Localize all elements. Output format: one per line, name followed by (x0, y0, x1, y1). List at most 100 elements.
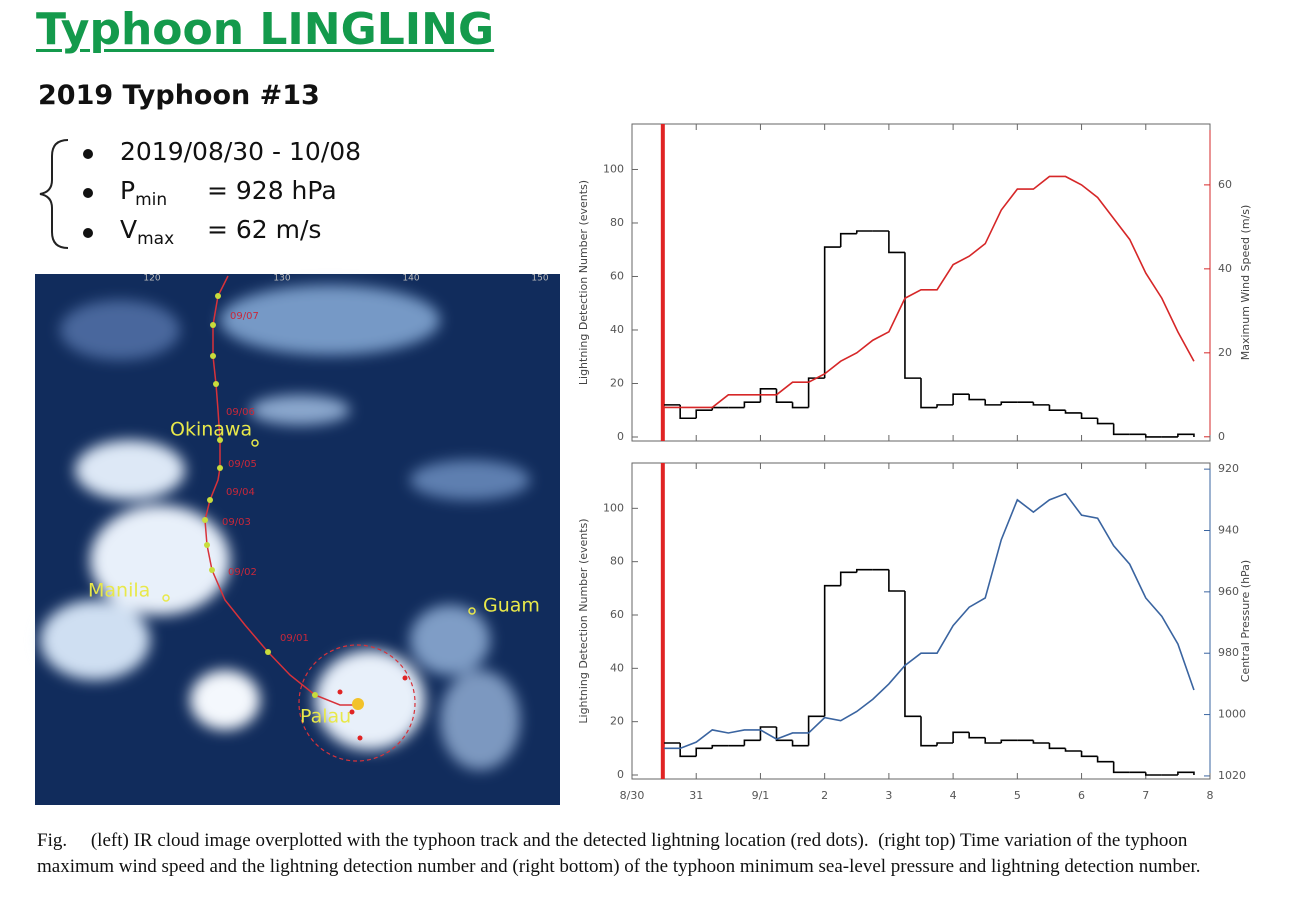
y-tick-label: 80 (610, 555, 624, 568)
subscript: max (137, 229, 175, 249)
bullet-text: 2019/08/30 - 10/08 (120, 137, 362, 166)
histogram-step (775, 388, 793, 404)
y-tick-label: 40 (610, 661, 624, 674)
place-label: Guam (483, 595, 540, 617)
place-label: Palau (300, 706, 351, 728)
title: Typhoon LINGLING (36, 4, 495, 55)
histogram-step (1032, 402, 1050, 406)
histogram-step (711, 406, 729, 411)
y2-tick-label: 940 (1218, 523, 1239, 536)
histogram-step (839, 232, 857, 248)
y2-axis-label: Central Pressure (hPa) (1239, 560, 1252, 682)
histogram-step (1144, 772, 1162, 776)
histogram-step (823, 584, 841, 717)
date-label: 09/06 (226, 407, 255, 418)
bullet-dot (83, 149, 93, 159)
bullet-dot (83, 228, 93, 238)
histogram-step (888, 231, 905, 254)
histogram-step (920, 378, 938, 409)
subtitle: 2019 Typhoon #13 (38, 80, 320, 111)
y-tick-label: 60 (610, 269, 624, 282)
histogram-step (920, 716, 938, 747)
histogram-step (1000, 401, 1018, 405)
x-tick-label: 7 (1142, 789, 1149, 802)
histogram-step (1112, 423, 1130, 436)
histogram-step (711, 744, 729, 749)
y2-tick-label: 960 (1218, 585, 1239, 598)
y-tick-label: 0 (617, 430, 624, 443)
histogram-step (695, 409, 713, 419)
y-tick-label: 100 (603, 501, 624, 514)
symbol: P (120, 176, 136, 205)
histogram-step (791, 402, 809, 409)
histogram-step (1096, 756, 1114, 763)
y2-axis-label: Maximum Wind Speed (m/s) (1239, 205, 1252, 361)
y2-tick-label: 1020 (1218, 769, 1246, 782)
histogram-step (952, 393, 970, 405)
histogram-step (807, 715, 825, 746)
histogram-step (1032, 740, 1050, 744)
bullet: Pmin = 928 hPa (120, 176, 337, 210)
histogram-step (1177, 433, 1195, 437)
histogram-step (743, 401, 761, 408)
x-tick-label: 5 (1014, 789, 1021, 802)
histogram-step (904, 252, 921, 379)
y2-tick-label: 1000 (1218, 708, 1246, 721)
place-label: Manila (88, 580, 150, 602)
histogram-step (855, 230, 873, 234)
x-tick-label: 9/1 (752, 789, 770, 802)
track-points (202, 293, 318, 698)
histogram-step (1080, 412, 1098, 420)
histogram-step (823, 246, 841, 379)
date-label: 09/05 (228, 459, 257, 470)
histogram-step (1064, 410, 1082, 414)
histogram-step (759, 726, 777, 741)
date-label: 09/01 (280, 633, 309, 644)
x-tick-label: 2 (821, 789, 828, 802)
histogram-step (807, 377, 825, 408)
longitude-label: 120 (143, 274, 160, 284)
x-tick-label: 8/30 (620, 789, 645, 802)
y-tick-label: 100 (603, 162, 624, 175)
histogram-step (695, 747, 713, 757)
y-tick-label: 0 (617, 768, 624, 781)
longitude-label: 140 (402, 274, 419, 284)
histogram-step (968, 394, 986, 401)
y-axis-label: Lightning Detection Number (events) (577, 180, 590, 385)
histogram-step (743, 739, 761, 746)
x-tick-label: 31 (689, 789, 703, 802)
lightning-radius (298, 644, 416, 762)
histogram-step (1048, 743, 1066, 750)
y-tick-label: 20 (610, 376, 624, 389)
histogram-step (888, 569, 905, 592)
place-marker (162, 594, 170, 602)
histogram-step (1048, 404, 1066, 412)
date-label: 09/02 (228, 567, 257, 578)
histogram-step (1096, 418, 1114, 425)
histogram-step (679, 404, 697, 420)
histogram-step (1000, 739, 1018, 743)
x-tick-label: 6 (1078, 789, 1085, 802)
place-marker (468, 607, 476, 615)
histogram-step (855, 568, 873, 573)
bullet-text: = 928 hPa (207, 176, 337, 205)
histogram-step (775, 727, 793, 742)
histogram-step (1144, 434, 1162, 438)
histogram-step (759, 388, 777, 403)
histogram-step (839, 571, 857, 586)
histogram-step (1112, 761, 1130, 774)
histogram-step (1064, 748, 1082, 752)
date-label: 09/04 (226, 487, 255, 498)
y-axis-label: Lightning Detection Number (events) (577, 518, 590, 723)
y-tick-label: 80 (610, 216, 624, 229)
place-marker (251, 439, 259, 447)
y2-tick-label: 980 (1218, 646, 1239, 659)
histogram-step (936, 404, 954, 408)
line-series (664, 492, 1195, 750)
lightning-dots (337, 675, 408, 741)
histogram-step (679, 743, 697, 758)
x-tick-label: 8 (1207, 789, 1214, 802)
y-tick-label: 40 (610, 323, 624, 336)
date-label: 09/07 (230, 311, 259, 322)
